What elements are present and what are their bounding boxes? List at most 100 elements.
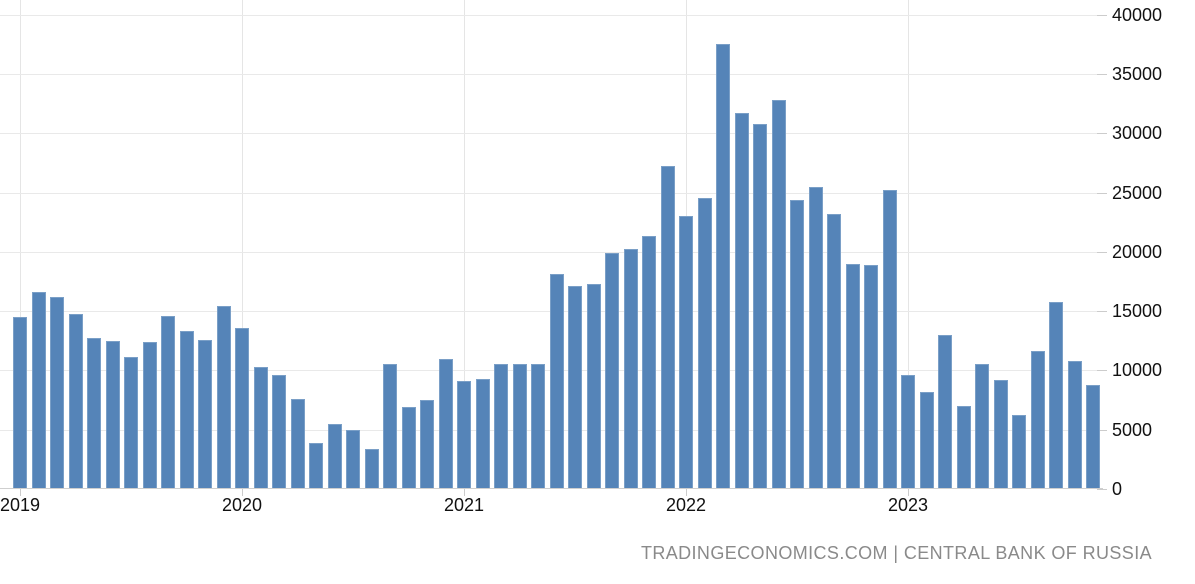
bar-2019-05[interactable] [87, 338, 101, 489]
bar-2019-09[interactable] [161, 316, 175, 489]
y-axis-tick-40000 [1097, 14, 1107, 16]
bar-2020-10[interactable] [401, 407, 416, 489]
x-axis-label-2021: 2021 [443, 495, 485, 515]
bar-2022-03[interactable] [716, 44, 730, 489]
bar-2021-09[interactable] [605, 253, 619, 489]
gridline-x-2023 [908, 0, 909, 489]
x-axis-tick-2020 [242, 489, 243, 496]
bar-2021-03[interactable] [494, 364, 508, 489]
bar-2020-08[interactable] [364, 449, 379, 489]
bar-2019-12[interactable] [216, 306, 231, 489]
gridline-x-2019 [20, 0, 21, 489]
bar-2021-07[interactable] [568, 286, 582, 489]
bar-2019-06[interactable] [105, 341, 120, 489]
bar-2023-07[interactable] [1012, 415, 1026, 489]
y-axis-label-40000: 40000 [1112, 4, 1163, 25]
bar-2022-10[interactable] [845, 264, 860, 489]
gridline-y-30000 [0, 133, 1103, 135]
bar-2020-02[interactable] [253, 367, 268, 489]
bar-2019-07[interactable] [124, 357, 138, 489]
bar-2021-05[interactable] [531, 364, 545, 489]
x-axis-label-2023: 2023 [887, 495, 929, 515]
y-axis-tick-0 [1097, 489, 1107, 490]
y-axis-tick-5000 [1097, 429, 1107, 431]
bar-2023-03[interactable] [938, 335, 952, 489]
bar-2019-11[interactable] [198, 340, 212, 489]
bar-2020-07[interactable] [346, 430, 360, 489]
bar-2023-06[interactable] [993, 380, 1008, 489]
bar-2022-11[interactable] [864, 265, 878, 489]
bar-2020-04[interactable] [290, 399, 305, 489]
y-axis-label-5000: 5000 [1112, 419, 1153, 440]
bar-2023-08[interactable] [1030, 351, 1045, 489]
bar-2019-02[interactable] [31, 292, 46, 489]
bar-2021-08[interactable] [586, 284, 601, 489]
gridline-y-25000 [0, 192, 1103, 194]
bar-2020-11[interactable] [420, 400, 434, 489]
bar-2021-12[interactable] [660, 166, 675, 489]
y-axis-label-0: 0 [1112, 479, 1123, 499]
y-axis-label-30000: 30000 [1112, 123, 1163, 144]
bar-2020-05[interactable] [309, 443, 323, 489]
bar-2021-10[interactable] [623, 249, 638, 489]
y-axis-label-15000: 15000 [1112, 301, 1163, 322]
x-axis-tick-2021 [464, 489, 465, 496]
gridline-y-40000 [0, 14, 1103, 16]
bar-2022-12[interactable] [882, 190, 897, 489]
y-axis-tick-30000 [1097, 133, 1107, 135]
bar-2019-03[interactable] [50, 297, 64, 489]
x-axis-tick-2023 [908, 489, 909, 496]
bar-2022-04[interactable] [734, 113, 749, 489]
x-axis-line [0, 488, 1103, 489]
y-axis-tick-10000 [1097, 370, 1107, 372]
bar-2021-01[interactable] [457, 381, 471, 489]
bar-2023-10[interactable] [1067, 361, 1082, 489]
bar-2023-04[interactable] [956, 406, 971, 489]
bar-2023-09[interactable] [1049, 302, 1063, 489]
y-axis-tick-35000 [1097, 73, 1107, 75]
y-axis-label-35000: 35000 [1112, 63, 1163, 84]
bar-2023-01[interactable] [901, 375, 915, 489]
y-axis-tick-25000 [1097, 192, 1107, 194]
x-axis-label-2022: 2022 [665, 495, 707, 515]
gridline-y-20000 [0, 251, 1103, 253]
bar-2021-06[interactable] [549, 274, 564, 489]
bar-2022-06[interactable] [771, 100, 786, 489]
y-axis-label-10000: 10000 [1112, 360, 1163, 381]
x-axis-tick-2022 [686, 489, 687, 496]
bar-2021-04[interactable] [512, 364, 527, 489]
x-axis-label-2020: 2020 [221, 495, 263, 515]
x-axis-tick-2019 [20, 489, 21, 496]
bar-2021-11[interactable] [642, 236, 656, 489]
bar-2022-07[interactable] [790, 200, 804, 489]
bar-2022-01[interactable] [679, 216, 693, 489]
bar-2020-01[interactable] [235, 328, 249, 489]
bar-2022-05[interactable] [753, 124, 767, 489]
gridline-x-2020 [242, 0, 243, 489]
bar-2023-05[interactable] [975, 364, 989, 489]
bar-2022-09[interactable] [827, 214, 841, 489]
y-axis-tick-15000 [1097, 311, 1107, 313]
source-attribution: TRADINGECONOMICS.COM | CENTRAL BANK OF R… [640, 543, 1152, 563]
bar-2020-06[interactable] [327, 424, 342, 489]
y-axis-tick-20000 [1097, 251, 1107, 253]
bar-2019-10[interactable] [179, 331, 194, 489]
bar-2019-01[interactable] [13, 317, 27, 489]
gridline-y-35000 [0, 73, 1103, 75]
bar-2020-12[interactable] [438, 359, 453, 489]
bar-2022-02[interactable] [697, 198, 712, 489]
y-axis-label-20000: 20000 [1112, 241, 1163, 262]
y-axis-label-25000: 25000 [1112, 182, 1163, 203]
bar-2021-02[interactable] [475, 379, 490, 489]
bar-2019-08[interactable] [142, 342, 157, 489]
bar-2020-03[interactable] [272, 375, 286, 489]
bar-2023-11[interactable] [1086, 385, 1100, 489]
bar-2022-08[interactable] [808, 187, 823, 489]
bar-2020-09[interactable] [383, 364, 397, 489]
gridline-x-2021 [464, 0, 465, 489]
bar-2023-02[interactable] [919, 392, 934, 489]
x-axis-label-2019: 2019 [0, 495, 41, 515]
bar-2019-04[interactable] [68, 314, 83, 489]
